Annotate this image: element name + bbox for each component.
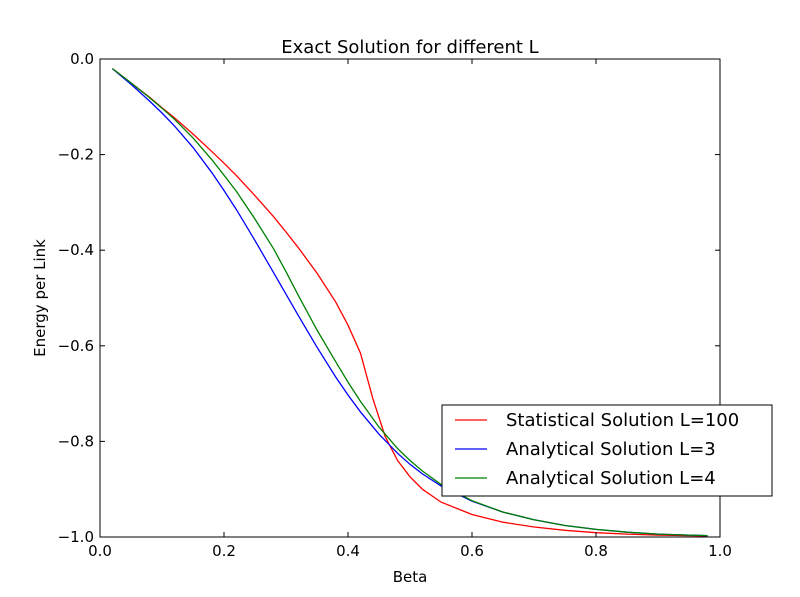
chart-title: Exact Solution for different L: [281, 37, 538, 58]
axis-ticks: 0.0 0.2 0.4 0.6 0.8 1.0 0.0 −0.2 −0.4 −0.6 −0.8 −1.…: [58, 50, 732, 560]
legend-label-1: Analytical Solution L=3: [506, 439, 716, 460]
y-tick-label: −0.6: [58, 337, 94, 355]
plot-lines: [111, 68, 708, 537]
x-tick-label: 1.0: [708, 542, 732, 560]
x-tick-label: 0.8: [584, 542, 608, 560]
x-tick-label: 0.2: [212, 542, 236, 560]
series-line-0: [112, 68, 708, 537]
y-tick-label: −1.0: [58, 528, 94, 546]
plot-frame: [99, 58, 721, 538]
x-tick-label: 0.4: [336, 542, 360, 560]
legend-label-2: Analytical Solution L=4: [506, 468, 716, 489]
legend-label-0: Statistical Solution L=100: [506, 410, 739, 431]
x-tick-label: 0.0: [88, 542, 112, 560]
y-tick-label: −0.4: [58, 241, 94, 259]
y-tick-label: −0.2: [58, 146, 94, 164]
y-axis-label: Energy per Link: [31, 239, 49, 357]
legend-box: [441, 404, 773, 497]
legend: Statistical Solution L=100 Analytical Sol…: [441, 404, 773, 497]
x-axis-label: Beta: [393, 568, 428, 586]
y-tick-label: −0.8: [58, 432, 94, 450]
x-tick-label: 0.6: [460, 542, 484, 560]
series-line-2: [112, 68, 708, 537]
y-tick-label: 0.0: [70, 50, 94, 68]
